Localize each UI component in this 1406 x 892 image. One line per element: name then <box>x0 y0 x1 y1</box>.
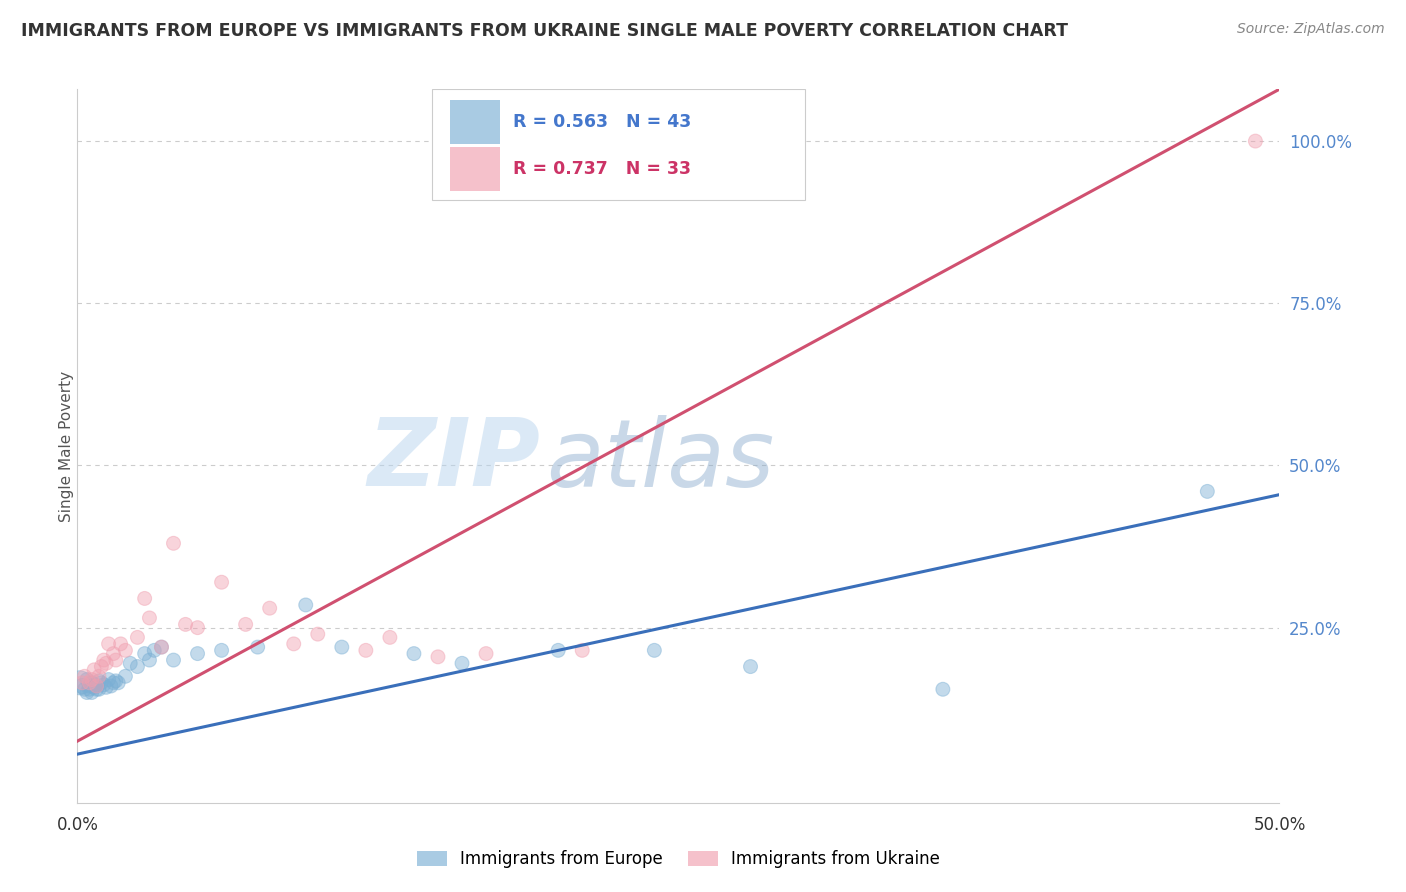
Point <box>80 675 103 690</box>
Point <box>83 678 105 692</box>
Point <box>86 682 108 697</box>
Text: atlas: atlas <box>546 415 775 506</box>
Text: R = 0.737   N = 33: R = 0.737 N = 33 <box>513 161 690 178</box>
Point <box>162 653 184 667</box>
Point <box>211 643 233 657</box>
Point <box>73 669 96 683</box>
Point <box>187 647 209 661</box>
Point <box>330 640 353 654</box>
Point <box>246 640 269 654</box>
Point <box>547 643 569 657</box>
Point <box>127 659 149 673</box>
Point <box>402 647 425 661</box>
Point <box>643 643 665 657</box>
Point <box>307 627 329 641</box>
Point <box>134 647 156 661</box>
Point <box>107 675 129 690</box>
Point <box>76 673 98 687</box>
Point <box>83 663 105 677</box>
Point <box>87 669 110 683</box>
FancyBboxPatch shape <box>450 100 501 144</box>
Point <box>70 679 93 693</box>
Point <box>110 637 132 651</box>
FancyBboxPatch shape <box>432 89 804 200</box>
Text: IMMIGRANTS FROM EUROPE VS IMMIGRANTS FROM UKRAINE SINGLE MALE POVERTY CORRELATIO: IMMIGRANTS FROM EUROPE VS IMMIGRANTS FRO… <box>21 22 1069 40</box>
Point <box>235 617 257 632</box>
Point <box>162 536 184 550</box>
Y-axis label: Single Male Poverty: Single Male Poverty <box>59 370 73 522</box>
Point <box>451 657 474 671</box>
Point <box>1197 484 1219 499</box>
Point <box>475 647 498 661</box>
Point <box>1244 134 1267 148</box>
Point <box>120 657 142 671</box>
Legend: Immigrants from Europe, Immigrants from Ukraine: Immigrants from Europe, Immigrants from … <box>408 842 949 877</box>
Point <box>150 640 173 654</box>
Point <box>143 643 166 657</box>
Point <box>100 679 122 693</box>
Text: Source: ZipAtlas.com: Source: ZipAtlas.com <box>1237 22 1385 37</box>
Point <box>86 679 108 693</box>
Point <box>932 682 955 697</box>
Point <box>90 659 112 673</box>
Point <box>103 675 125 690</box>
Point <box>127 631 149 645</box>
Point <box>378 631 401 645</box>
Point <box>740 659 762 673</box>
Point <box>79 682 101 697</box>
Point <box>80 673 103 687</box>
Point <box>87 673 110 688</box>
Point <box>70 675 93 690</box>
Point <box>93 678 115 692</box>
Point <box>211 575 233 590</box>
Text: R = 0.563   N = 43: R = 0.563 N = 43 <box>513 112 690 131</box>
Point <box>150 640 173 654</box>
Point <box>427 649 450 664</box>
Point <box>571 643 593 657</box>
Point <box>73 682 96 697</box>
Point <box>86 679 108 693</box>
Text: ZIP: ZIP <box>367 414 540 507</box>
Point <box>96 681 118 695</box>
Point <box>138 611 160 625</box>
Point <box>96 657 118 671</box>
FancyBboxPatch shape <box>450 147 501 192</box>
Point <box>103 647 125 661</box>
Point <box>79 675 101 690</box>
Point <box>80 685 103 699</box>
Point <box>90 675 112 690</box>
Point <box>97 673 120 687</box>
Point <box>138 653 160 667</box>
Point <box>83 681 105 695</box>
Point <box>93 653 115 667</box>
Point <box>259 601 281 615</box>
Point <box>104 673 127 688</box>
Point <box>114 643 136 657</box>
Point <box>294 598 316 612</box>
Point <box>187 621 209 635</box>
Point <box>104 653 127 667</box>
Point <box>354 643 377 657</box>
Point <box>283 637 305 651</box>
Point <box>79 679 101 693</box>
Point <box>114 669 136 683</box>
Point <box>134 591 156 606</box>
Point <box>97 637 120 651</box>
Point <box>174 617 197 632</box>
Point <box>87 682 110 697</box>
Point <box>69 675 91 690</box>
Point <box>76 685 98 699</box>
